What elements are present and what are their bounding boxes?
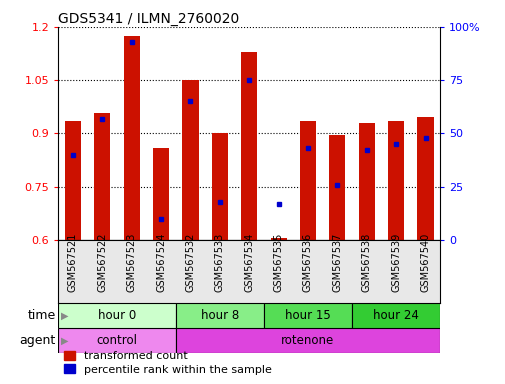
Text: ▶: ▶ [61, 311, 68, 321]
Text: control: control [96, 334, 137, 347]
Text: agent: agent [19, 334, 56, 347]
Bar [351, 303, 439, 328]
Text: ▶: ▶ [61, 336, 68, 346]
Bar [358, 123, 374, 240]
Bar [264, 303, 351, 328]
Bar [175, 328, 439, 353]
Bar [58, 303, 175, 328]
Bar [182, 80, 198, 240]
Bar [58, 328, 175, 353]
Bar [211, 133, 227, 240]
Text: GDS5341 / ILMN_2760020: GDS5341 / ILMN_2760020 [58, 12, 239, 26]
Bar [94, 113, 110, 240]
Text: hour 15: hour 15 [284, 310, 330, 322]
Bar [329, 135, 345, 240]
Text: time: time [27, 310, 56, 322]
Text: rotenone: rotenone [281, 334, 334, 347]
Bar [175, 303, 264, 328]
Bar [241, 52, 257, 240]
Bar [123, 36, 139, 240]
Bar [417, 118, 433, 240]
Bar [299, 121, 316, 240]
Text: hour 24: hour 24 [373, 310, 418, 322]
Bar [153, 148, 169, 240]
Bar [270, 238, 286, 240]
Bar [387, 121, 403, 240]
Text: hour 0: hour 0 [97, 310, 136, 322]
Text: hour 8: hour 8 [200, 310, 238, 322]
Legend: transformed count, percentile rank within the sample: transformed count, percentile rank withi… [64, 351, 271, 375]
Bar [65, 121, 81, 240]
